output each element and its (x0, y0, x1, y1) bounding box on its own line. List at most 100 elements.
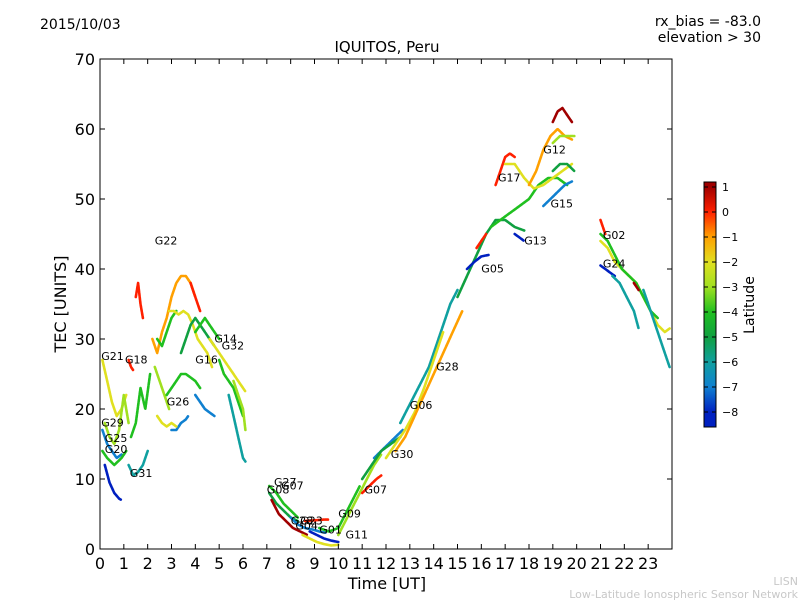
series-g05-41 (475, 232, 488, 250)
y-tick-label-60: 60 (75, 120, 95, 139)
series-g02-51 (599, 218, 607, 236)
chart-title: IQUITOS, Peru (334, 38, 439, 56)
satellite-label-g13-26: G13 (524, 235, 547, 248)
series-g24-54 (599, 264, 617, 278)
colorbar-tick-label-1: 1 (722, 181, 729, 194)
colorbar-tick-label--2: −2 (722, 256, 738, 269)
series-g05-40 (465, 253, 490, 271)
colorbar-tick-label-0: 0 (722, 206, 729, 219)
y-tick-label-10: 10 (75, 470, 95, 489)
series-g22-15 (167, 309, 214, 369)
satellite-label-g23-15: G23 (300, 515, 323, 528)
series-g01-30 (303, 518, 331, 523)
series-g14-19 (194, 316, 221, 341)
series-g01-28 (308, 530, 340, 544)
y-axis: 0 10 20 30 40 50 60 70 (75, 50, 672, 559)
series-g01-29 (301, 533, 340, 547)
series-g05-39 (456, 218, 526, 299)
series-g12-46 (527, 127, 574, 187)
x-tick-label-5: 5 (214, 554, 224, 573)
series-g29-3 (103, 393, 130, 446)
series-g16-16 (165, 372, 202, 397)
colorbar-label: Latitude (742, 276, 758, 334)
series-g16-17 (194, 393, 216, 418)
elevation-label: elevation > 30 (657, 30, 761, 46)
series-g26-9 (153, 365, 171, 411)
series-g31-7 (127, 449, 149, 477)
satellite-label-g28-14: G28 (291, 515, 314, 528)
series-g24-55 (611, 274, 640, 330)
series-g17-44 (494, 152, 516, 187)
series-g09-31 (318, 484, 362, 533)
colorbar-tick-label--8: −8 (722, 406, 738, 419)
satellite-label-g31-10: G31 (130, 467, 153, 480)
series-g30-35 (360, 435, 402, 481)
series-g22-14 (155, 309, 178, 348)
satellite-label-g06-22: G06 (410, 399, 433, 412)
series-g26-10 (170, 414, 190, 432)
date-label: 2015/10/03 (40, 17, 121, 33)
x-axis: 0 1 2 3 4 5 6 7 8 9 10 11 12 13 14 15 16 17 18 19 20 21 22 23 (95, 59, 658, 573)
series-g28-26 (270, 498, 309, 537)
satellite-label-g25-8: G25 (105, 432, 128, 445)
series-g24-57 (632, 281, 640, 292)
series-g32-22 (227, 393, 247, 463)
y-tick-label-70: 70 (75, 50, 95, 69)
x-tick-label-21: 21 (590, 554, 610, 573)
series-g27-24 (267, 484, 300, 519)
x-tick-label-13: 13 (400, 554, 420, 573)
satellite-label-g20-9: G20 (105, 443, 128, 456)
series-g32-21 (217, 358, 245, 418)
satellite-label-g12-27: G12 (543, 144, 566, 157)
satellite-label-g27-11: G27 (274, 476, 297, 489)
colorbar-tick-label--4: −4 (722, 306, 738, 319)
satellite-label-g15-28: G15 (551, 197, 574, 210)
x-tick-label-3: 3 (166, 554, 176, 573)
satellite-label-g07-12: G07 (281, 480, 304, 493)
colorbar-ticks: 1 0 −1 −2 −3 −4 −5 −6 −7 −8 (704, 181, 738, 419)
series-g07-33 (360, 474, 383, 495)
satellite-label-g22-2: G22 (155, 235, 178, 248)
satellite-label-g24-30: G24 (603, 258, 626, 271)
x-axis-label: Time [UT] (347, 574, 426, 593)
colorbar (703, 181, 717, 428)
satellite-label-g30-21: G30 (391, 448, 414, 461)
x-tick-label-14: 14 (423, 554, 443, 573)
satellite-label-g08-13: G08 (267, 484, 290, 497)
series-g17-45 (503, 162, 574, 190)
series-g24-56 (642, 288, 671, 369)
x-tick-label-0: 0 (95, 554, 105, 573)
rx-bias-label: rx_bias = -83.0 (654, 14, 761, 30)
x-tick-label-12: 12 (376, 554, 396, 573)
series-g18-1 (127, 358, 135, 372)
satellite-label-g05-24: G05 (481, 263, 504, 276)
satellite-label-g14-3: G14 (214, 333, 237, 346)
satellite-label-g16-5: G16 (195, 354, 218, 367)
series-g06-36 (399, 288, 459, 425)
chart-marks: G21 G18G22G14G32G16G26G29G25G20G31G27G07G… (101, 106, 671, 547)
satellite-label-g09-18: G09 (338, 508, 361, 521)
y-tick-label-50: 50 (75, 190, 95, 209)
satellite-label-g32-4: G32 (222, 340, 245, 353)
x-tick-label-20: 20 (566, 554, 586, 573)
series-g32-20 (208, 337, 247, 393)
satellite-label-g17-25: G17 (498, 172, 521, 185)
series-g32-23 (232, 379, 247, 432)
series-g31-8 (129, 372, 152, 439)
satellite-label-g02-29: G02 (603, 229, 626, 242)
satellite-label-g07-20: G07 (365, 484, 388, 497)
satellite-label-g21-0: G21 (101, 350, 124, 363)
watermark-network: Low-Latitude Ionospheric Sensor Network (569, 588, 798, 601)
satellite-label-g26-6: G26 (167, 396, 190, 409)
satellite-label-g18-1: G18 (125, 354, 148, 367)
series-g22-13 (189, 281, 202, 313)
plot-frame (99, 58, 673, 550)
series-g26-11 (155, 414, 178, 428)
y-tick-label-20: 20 (75, 400, 95, 419)
colorbar-tick-label--5: −5 (722, 331, 738, 344)
series-g12-48 (551, 134, 576, 145)
x-tick-label-4: 4 (190, 554, 200, 573)
series-g12-47 (551, 106, 574, 124)
series-g20-6 (101, 449, 128, 467)
